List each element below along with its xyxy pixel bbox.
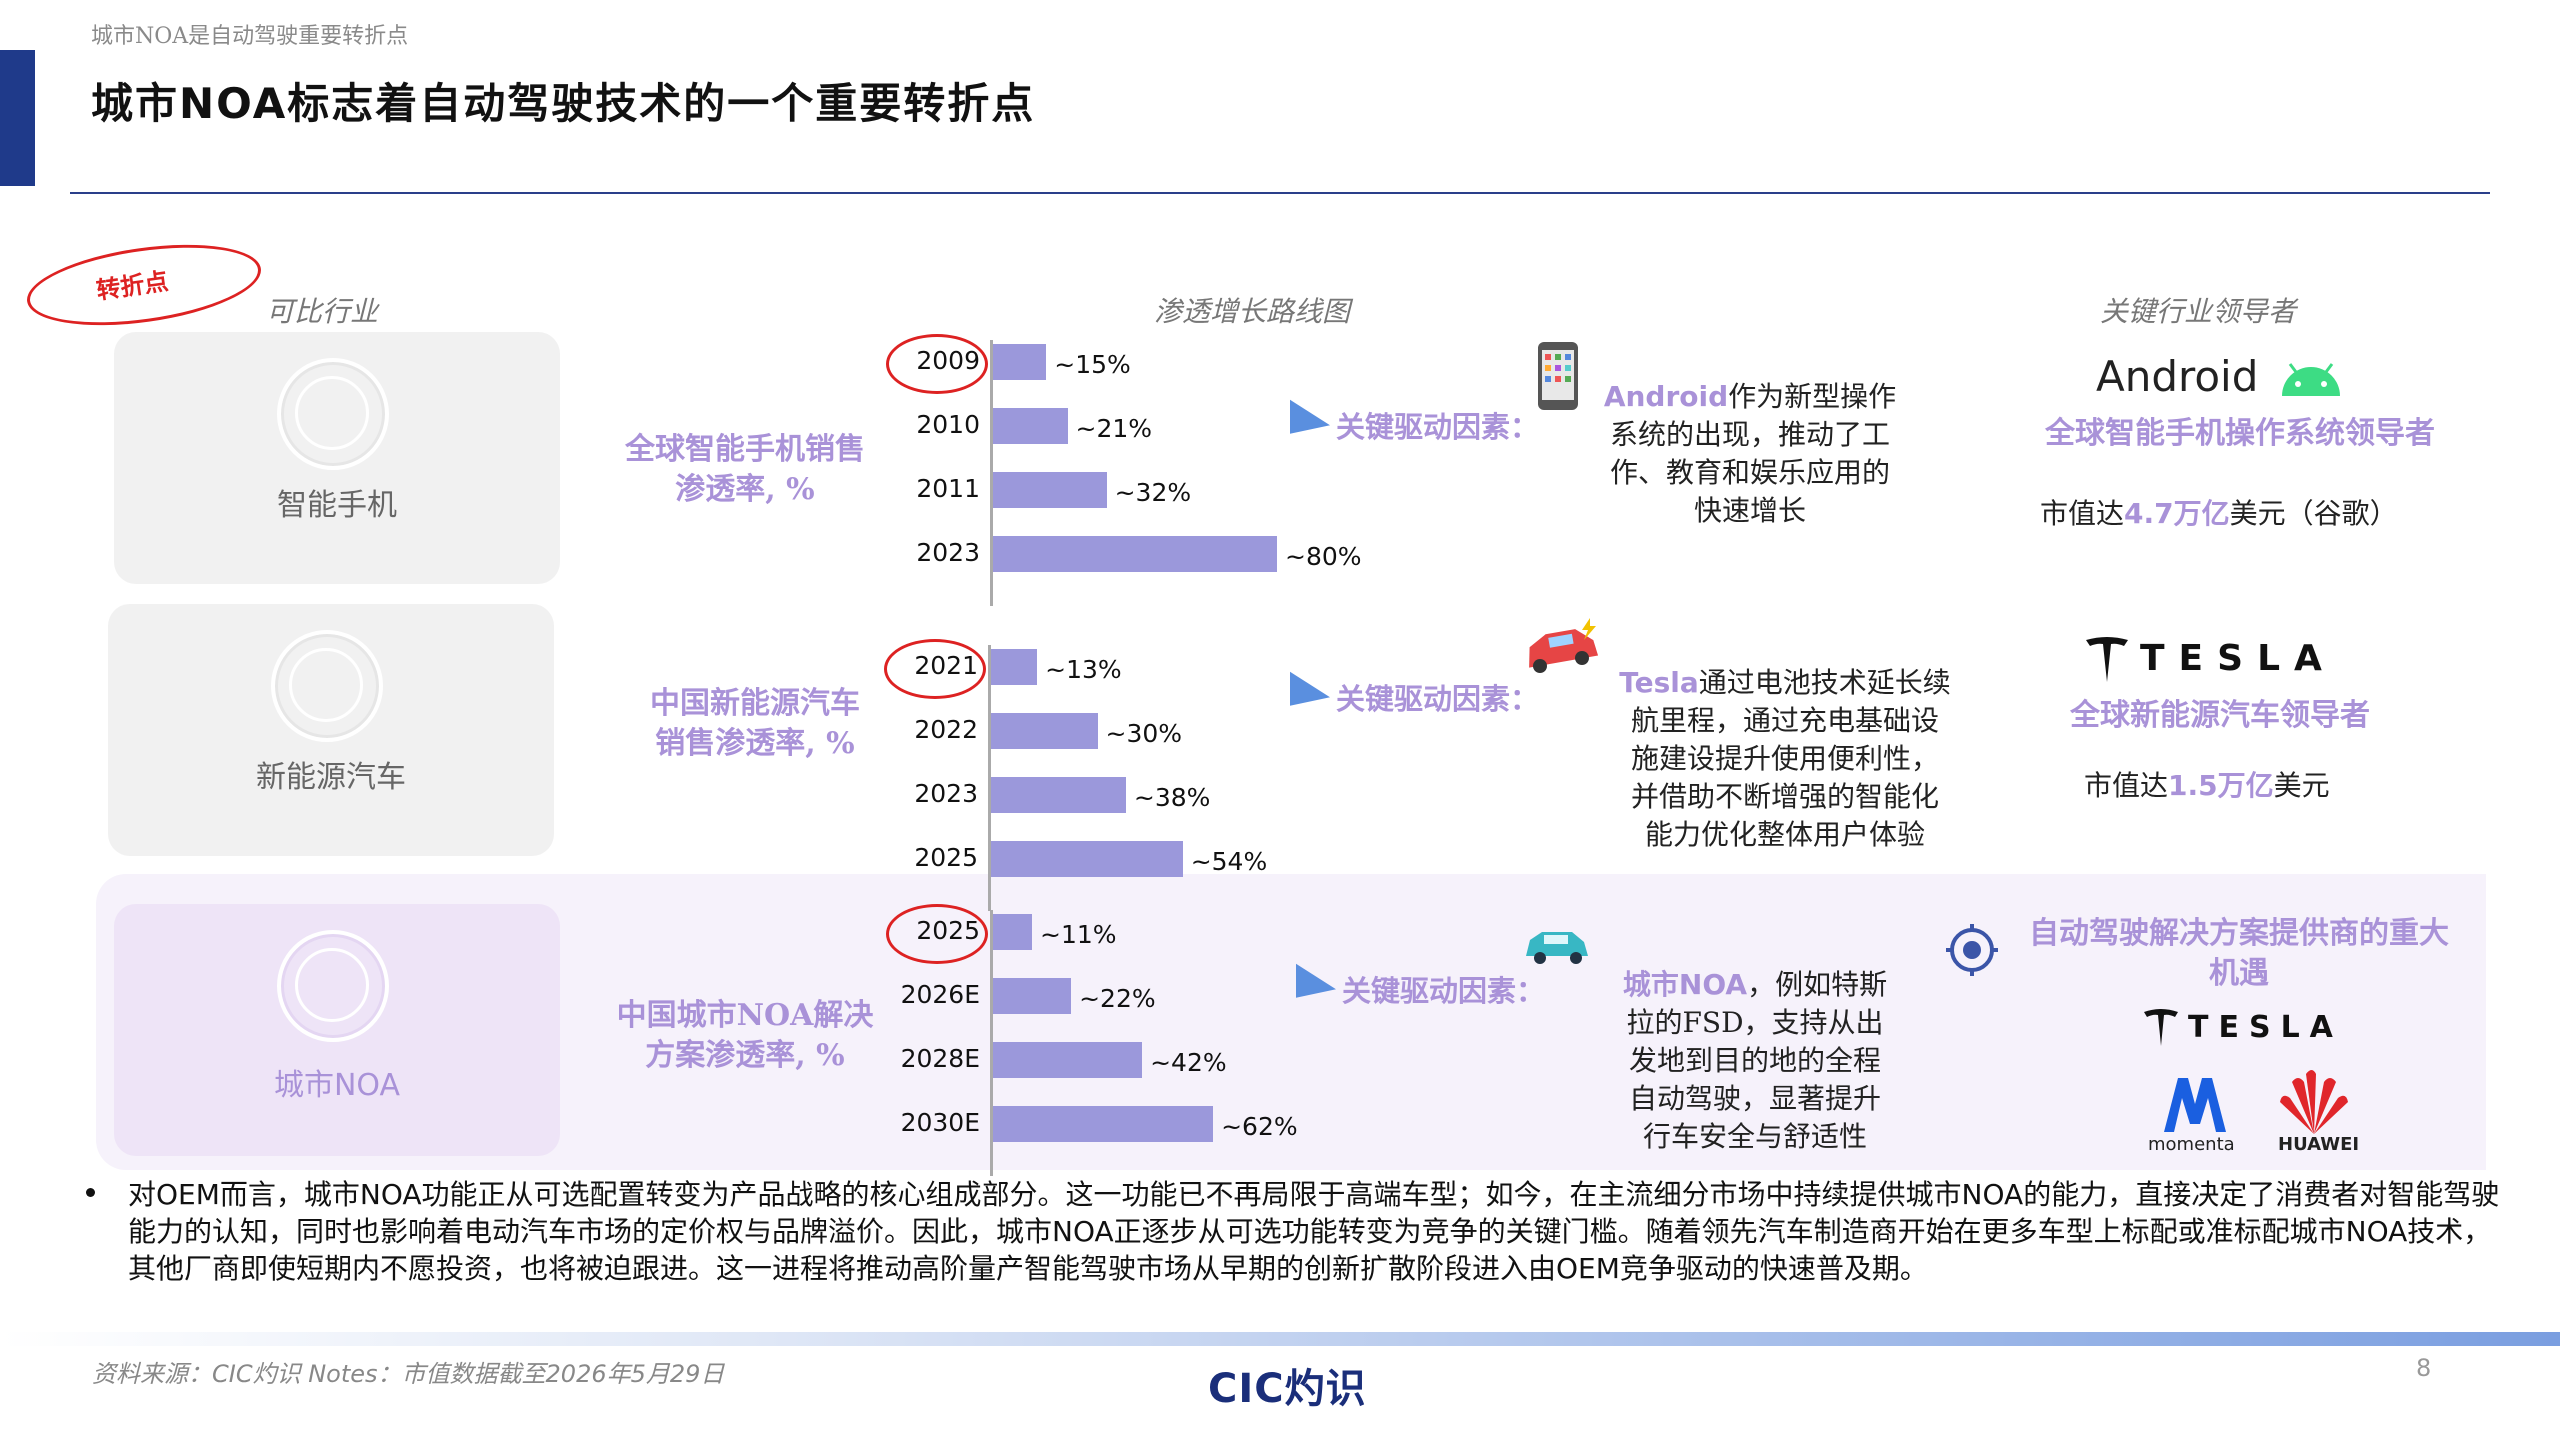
car-icon	[271, 630, 383, 742]
summary-bullet: 对OEM而言，城市NOA功能正从可选配置转变为产品战略的核心组成部分。这一功能已…	[128, 1178, 2500, 1285]
bar	[991, 777, 1126, 813]
industry-card-nev: 新能源汽车	[108, 604, 554, 856]
cic-logo: CIC灼识	[1208, 1366, 1367, 1412]
driver-arrow-icon	[1290, 671, 1330, 715]
industry-label: 城市NOA	[273, 1068, 401, 1103]
bar-year-label: 2010	[916, 410, 980, 439]
bar-value-label: ~22%	[1079, 984, 1156, 1013]
page-number: 8	[2416, 1354, 2432, 1382]
target-icon	[1946, 924, 1998, 976]
bar-year-label: 2022	[914, 715, 978, 744]
bar-value-label: ~42%	[1150, 1048, 1227, 1077]
bar-year-label: 2011	[916, 474, 980, 503]
bar-value-label: ~15%	[1054, 350, 1131, 379]
bar	[993, 472, 1107, 508]
bar-year-label: 2030E	[900, 1108, 980, 1137]
bar	[993, 1042, 1143, 1078]
chart-axis	[990, 910, 993, 1176]
tesla-wordmark-small: TESLA	[2188, 1010, 2343, 1045]
bar-value-label: ~38%	[1133, 783, 1211, 812]
bar-year-label: 2026E	[900, 980, 980, 1009]
top-note: 城市NOA是自动驾驶重要转折点	[91, 24, 409, 49]
start-year-circle	[886, 904, 988, 964]
chart-axis	[988, 645, 991, 911]
bar-year-label: 2023	[916, 538, 980, 567]
page-title: 城市NOA标志着自动驾驶技术的一个重要转折点	[91, 79, 1036, 128]
ev-car-illustration-icon	[1529, 618, 1599, 673]
bar-value-label: ~11%	[1040, 920, 1117, 949]
bullet-dot	[86, 1188, 95, 1197]
industry-label: 智能手机	[277, 488, 397, 523]
bar	[993, 914, 1033, 950]
ylabel-noa: 中国城市NOA解决 方案渗透率, %	[616, 998, 874, 1073]
bar	[991, 841, 1183, 877]
column-head-comparable: 可比行业	[266, 295, 379, 328]
android-robot-icon	[2282, 363, 2340, 396]
driver-label: 关键驱动因素：	[1336, 410, 1540, 444]
bar-value-label: ~54%	[1190, 847, 1268, 876]
source-note: 资料来源：CIC灼识 Notes：市值数据截至2026年5月29日	[92, 1360, 725, 1388]
industry-card-smartphone: 智能手机	[114, 332, 560, 584]
driver-label: 关键驱动因素：	[1342, 974, 1546, 1008]
bar	[993, 408, 1068, 444]
market-cap-nev: 市值达1.5万亿美元	[2084, 769, 2330, 802]
momenta-wordmark: momenta	[2148, 1134, 2235, 1155]
bar-value-label: ~62%	[1221, 1112, 1298, 1141]
ylabel-nev: 中国新能源汽车 销售渗透率, %	[650, 686, 860, 761]
desc-noa: 城市NOA，例如特斯 拉的FSD，支持从出 发地到目的地的全程 自动驾驶，显著提…	[1622, 968, 1888, 1153]
bar	[991, 649, 1038, 685]
smartphone-icon	[277, 358, 389, 470]
industry-label: 新能源汽车	[256, 760, 406, 795]
driver-arrow-icon	[1290, 399, 1330, 443]
brain-icon	[277, 930, 389, 1042]
left-accent-bar	[0, 50, 35, 186]
bar	[991, 713, 1098, 749]
bar	[993, 536, 1277, 572]
column-head-roadmap: 渗透增长路线图	[1154, 295, 1351, 328]
desc-nev: Tesla通过电池技术延长续 航里程，通过充电基础设 施建设提升使用便利性， 并…	[1619, 666, 1951, 851]
bar-year-label: 2025	[914, 843, 978, 872]
phone-illustration-icon	[1538, 342, 1578, 410]
bar	[993, 344, 1047, 380]
driver-label: 关键驱动因素：	[1336, 682, 1540, 716]
leader-title-smartphone: 全球智能手机操作系统领导者	[2045, 416, 2435, 451]
desc-smartphone: Android作为新型操作 系统的出现，推动了工 作、教育和娱乐应用的 快速增长	[1603, 380, 1897, 527]
column-head-leaders: 关键行业领导者	[2100, 295, 2297, 328]
huawei-flower-icon	[2280, 1070, 2348, 1134]
market-cap-smartphone: 市值达4.7万亿美元（谷歌）	[2040, 497, 2398, 530]
bar-value-label: ~13%	[1045, 655, 1122, 684]
tesla-wordmark: TESLA	[2140, 638, 2336, 679]
bar-value-label: ~32%	[1114, 478, 1192, 507]
bar-year-label: 2028E	[900, 1044, 980, 1073]
autonomous-car-illustration-icon	[1526, 932, 1588, 964]
huawei-wordmark: HUAWEI	[2278, 1134, 2360, 1155]
bar	[993, 1106, 1214, 1142]
tesla-t-icon	[2144, 1009, 2178, 1046]
start-year-circle	[886, 334, 988, 394]
chart-axis	[990, 340, 993, 606]
title-divider	[70, 192, 2490, 194]
bar-value-label: ~30%	[1105, 719, 1183, 748]
tesla-t-icon	[2086, 637, 2128, 682]
bar	[993, 978, 1072, 1014]
momenta-m-icon	[2164, 1078, 2226, 1132]
start-year-circle	[884, 639, 986, 699]
footer-gradient-line	[0, 1332, 2560, 1346]
leader-title-nev: 全球新能源汽车领导者	[2070, 698, 2370, 733]
bar-value-label: ~80%	[1285, 542, 1362, 571]
industry-card-noa: 城市NOA	[114, 904, 560, 1156]
ylabel-smartphone: 全球智能手机销售 渗透率, %	[625, 432, 865, 507]
leader-title-noa: 自动驾驶解决方案提供商的重大 机遇	[2029, 916, 2449, 991]
bar-value-label: ~21%	[1075, 414, 1153, 443]
android-logo: Android	[2096, 352, 2259, 401]
bar-year-label: 2023	[914, 779, 978, 808]
